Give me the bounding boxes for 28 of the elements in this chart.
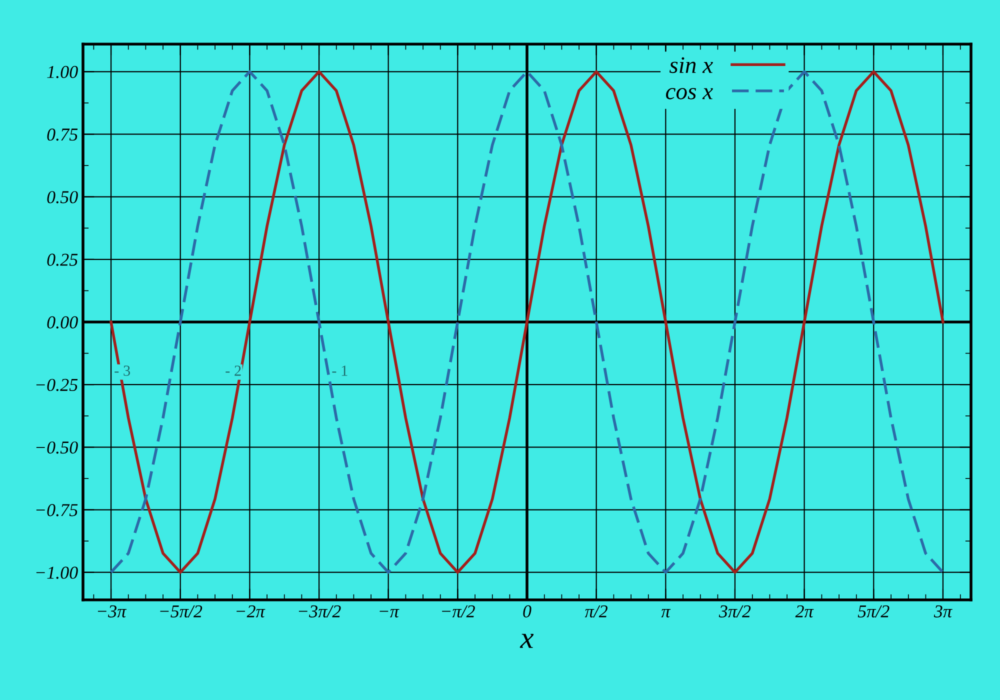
y-tick-label: 0.25 [47,254,78,266]
x-tick-label: −π/2 [442,605,475,618]
x-axis-title: x [520,634,534,648]
y-tick-label: 0.50 [47,191,78,204]
x-tick-label: 3π/2 [718,605,751,618]
y-tick-label: 0.00 [47,316,78,329]
legend-label: sin x [669,57,713,74]
y-tick-label: 0.75 [47,128,78,141]
x-tick-label: π [661,609,671,618]
x-tick-label: 3π [934,605,952,618]
y-tick-label: 1.00 [47,66,78,78]
y-tick-label: −0.75 [36,504,78,516]
annotation: - 3 [114,366,130,376]
x-tick-label: 0 [523,605,532,618]
y-tick-label: −1.00 [36,566,78,579]
y-tick-label: −0.25 [36,378,78,392]
annotation: - 2 [226,366,241,376]
x-tick-label: −2π [236,605,266,618]
x-tick-label: −3π [98,605,127,618]
annotation: - 1 [332,366,348,376]
x-tick-label: −3π/2 [298,605,341,618]
x-tick-label: π/2 [584,605,608,618]
y-tick-label: −0.50 [36,441,78,454]
legend-label: cos x [666,88,713,100]
x-tick-label: −5π/2 [160,605,202,618]
x-tick-label: 2π [795,605,814,618]
x-tick-label: −π [380,609,400,618]
x-tick-label: 5π/2 [858,605,890,618]
